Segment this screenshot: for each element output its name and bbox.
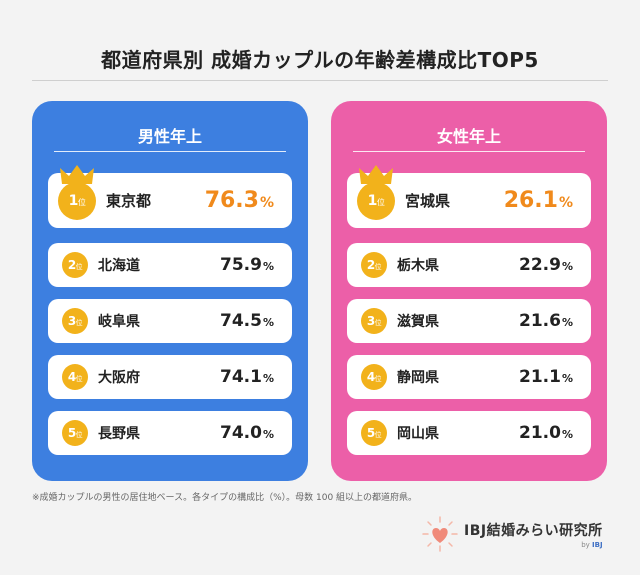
prefecture-name: 東京都 — [106, 192, 152, 210]
rank-suffix: 位 — [374, 430, 382, 439]
title-divider — [32, 80, 608, 81]
rank-suffix: 位 — [75, 374, 83, 383]
rank-number: 4 — [366, 370, 375, 384]
rank-suffix: 位 — [75, 430, 83, 439]
percentage-value: 74.1% — [220, 367, 274, 387]
percentage-value: 75.9% — [220, 255, 274, 275]
page-title: 都道府県別 成婚カップルの年齢差構成比TOP5 — [101, 48, 539, 72]
prefecture-name: 北海道 — [98, 258, 140, 274]
prefecture-name: 栃木県 — [397, 258, 439, 274]
rank-suffix: 位 — [376, 197, 385, 207]
percentage-value: 76.3% — [204, 188, 274, 213]
rank-number: 2 — [67, 258, 76, 272]
panel-heading: 女性年上 — [436, 127, 501, 146]
crown-icon — [60, 164, 94, 184]
rank-number: 3 — [67, 314, 76, 328]
heart-icon — [422, 516, 458, 552]
brand-logo: IBJ結婚みらい研究所 by IBJ — [422, 516, 603, 552]
logo-name: IBJ結婚みらい研究所 — [464, 522, 603, 539]
prefecture-name: 宮城県 — [405, 192, 451, 210]
percentage-value: 22.9% — [519, 255, 573, 275]
percentage-value: 74.0% — [220, 423, 274, 443]
rank-suffix: 位 — [374, 374, 382, 383]
percentage-value: 26.1% — [503, 188, 573, 213]
logo-byline: by IBJ — [581, 540, 603, 549]
rank-number: 4 — [67, 370, 76, 384]
rank-suffix: 位 — [77, 197, 86, 207]
prefecture-name: 長野県 — [98, 426, 140, 442]
crown-icon — [359, 164, 393, 184]
rank-suffix: 位 — [75, 262, 83, 271]
prefecture-name: 大阪府 — [98, 370, 140, 386]
panel-divider — [353, 151, 585, 152]
rank-suffix: 位 — [75, 318, 83, 327]
percentage-value: 21.0% — [519, 423, 573, 443]
rank-number: 3 — [366, 314, 375, 328]
rank-suffix: 位 — [374, 262, 382, 271]
rank-number: 2 — [366, 258, 375, 272]
percentage-value: 21.6% — [519, 311, 573, 331]
prefecture-name: 滋賀県 — [397, 314, 439, 330]
panel-heading: 男性年上 — [137, 127, 202, 146]
rank-number: 1 — [367, 192, 378, 209]
rank-number: 1 — [68, 192, 79, 209]
prefecture-name: 静岡県 — [397, 370, 439, 386]
rank-number: 5 — [366, 426, 375, 440]
panel-divider — [54, 151, 286, 152]
rank-number: 5 — [67, 426, 76, 440]
percentage-value: 21.1% — [519, 367, 573, 387]
footnote: ※成婚カップルの男性の居住地ベース。各タイプの構成比（%）。母数 100 組以上… — [32, 493, 418, 503]
percentage-value: 74.5% — [220, 311, 274, 331]
rank-suffix: 位 — [374, 318, 382, 327]
prefecture-name: 岐阜県 — [98, 314, 140, 330]
prefecture-name: 岡山県 — [397, 426, 439, 442]
